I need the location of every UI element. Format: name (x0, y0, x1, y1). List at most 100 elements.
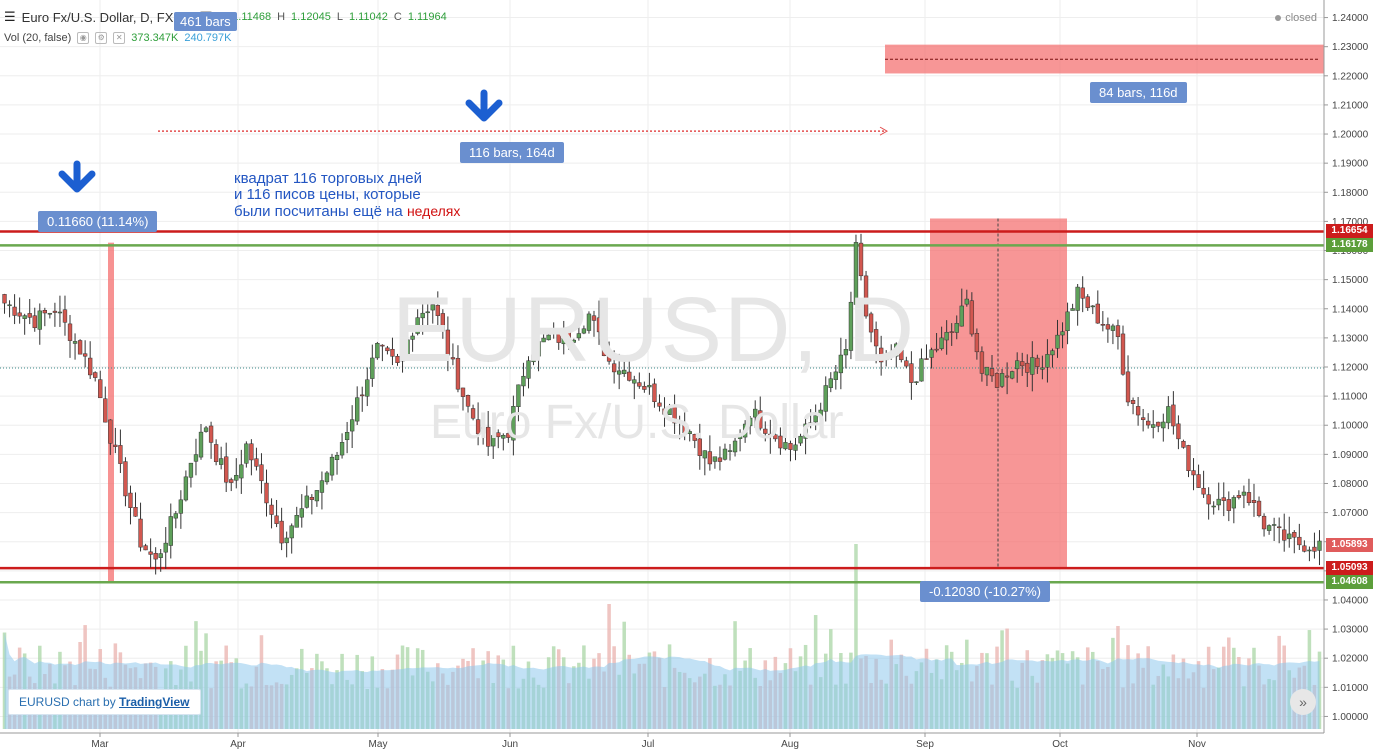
candle-body (894, 343, 899, 357)
candle-body (17, 312, 22, 317)
candle (677, 415, 682, 440)
bars-count-tag[interactable]: 461 bars (174, 12, 237, 31)
candle-body (939, 337, 944, 349)
candle (239, 449, 244, 494)
candle (289, 523, 294, 554)
candle-body (929, 349, 934, 358)
candle (949, 323, 954, 346)
candle-body (677, 421, 682, 424)
candle-body (1256, 500, 1262, 516)
candle (360, 386, 365, 412)
candle-body (601, 329, 607, 356)
candle (57, 295, 63, 327)
settings-icon[interactable]: ⚙ (95, 32, 108, 44)
price-range-tag-down[interactable]: -0.12030 (-10.27%) (920, 581, 1051, 602)
candle-body (1020, 361, 1025, 367)
y-tick-label: 1.19000 (1332, 159, 1369, 170)
candle-body (1211, 505, 1216, 508)
square-note[interactable]: квадрат 116 торговых дней и 116 писов це… (234, 171, 460, 220)
candle-body (93, 372, 98, 378)
candle-body (964, 298, 969, 305)
symbol-title[interactable]: Euro Fx/U.S. Dollar, D, FXCM (21, 9, 194, 25)
candle-body (1166, 406, 1171, 424)
candle (1231, 495, 1236, 524)
scroll-to-realtime-button[interactable]: » (1290, 689, 1316, 715)
high-label: H (277, 11, 286, 23)
candle (72, 333, 78, 360)
candle-body (239, 464, 244, 479)
eye-icon[interactable]: ◉ (77, 32, 90, 44)
candle (339, 433, 345, 459)
tradingview-link[interactable]: TradingView (119, 695, 190, 709)
candle-body (1216, 498, 1221, 506)
candles (2, 233, 1322, 575)
candle-body (622, 369, 627, 375)
candle (1191, 458, 1196, 491)
candle (143, 543, 148, 551)
candle (491, 419, 496, 459)
candle-body (435, 305, 440, 316)
volume-label[interactable]: Vol (20, false) (4, 32, 72, 44)
tradingview-branding[interactable]: EURUSD chart by TradingView (8, 689, 201, 715)
candle (556, 328, 561, 350)
candle-body (1070, 308, 1075, 311)
candle-body (37, 310, 42, 330)
candle-body (566, 330, 571, 344)
candle-body (758, 410, 763, 429)
y-tick-label: 1.11000 (1332, 392, 1368, 403)
candle-body (264, 482, 269, 504)
candle-body (748, 417, 753, 427)
candle-body (339, 442, 345, 456)
menu-icon[interactable]: ☰ (4, 9, 16, 24)
candle-body (168, 516, 173, 546)
candle (229, 477, 234, 492)
candle-body (1221, 497, 1226, 501)
candle-body (7, 304, 12, 307)
candle (672, 394, 677, 434)
candle (501, 433, 506, 451)
candle (1105, 317, 1111, 343)
candle-body (838, 354, 844, 374)
price-label: 1.05093 (1326, 561, 1373, 576)
candle-body (52, 310, 58, 313)
close-icon[interactable]: ✕ (113, 32, 126, 44)
candle-body (108, 419, 113, 444)
candle-body (617, 370, 622, 375)
candle (183, 470, 189, 502)
candle (7, 300, 12, 318)
candle-body (198, 431, 204, 458)
candle (707, 435, 713, 471)
candle-body (148, 551, 153, 555)
candle (37, 303, 42, 345)
candle (732, 436, 738, 457)
y-tick-label: 1.13000 (1332, 333, 1369, 344)
candle-body (475, 419, 481, 435)
candle (999, 368, 1005, 388)
y-tick-label: 1.12000 (1332, 363, 1369, 374)
candle (1070, 303, 1075, 311)
candle (309, 494, 315, 515)
candle-body (667, 408, 672, 415)
date-range-tag-1[interactable]: 116 bars, 164d (460, 142, 564, 163)
candle (506, 431, 511, 443)
candle (561, 320, 566, 355)
candle (1312, 532, 1317, 559)
candle-body (642, 386, 647, 390)
price-range-tag-up[interactable]: 0.11660 (11.14%) (38, 211, 158, 232)
candle (924, 344, 929, 360)
candle (969, 292, 975, 337)
candle (727, 444, 733, 461)
date-range-tag-2[interactable]: 84 bars, 116d (1090, 82, 1187, 103)
candle (853, 234, 859, 314)
candle (1271, 517, 1277, 542)
candle-body (1282, 529, 1287, 541)
candle (511, 395, 516, 456)
candle-body (304, 495, 309, 508)
candle (939, 326, 944, 351)
candle-body (158, 553, 163, 558)
candle-body (123, 461, 128, 497)
candle-body (556, 332, 561, 343)
candle (954, 315, 959, 340)
